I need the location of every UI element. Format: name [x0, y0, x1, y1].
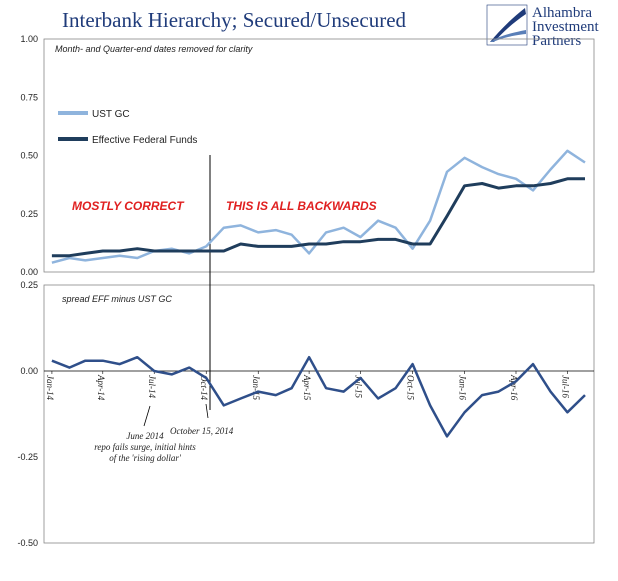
x-tick-label: Jul-14 [147, 375, 157, 398]
legend-label-eff: Effective Federal Funds [92, 135, 197, 146]
bottom-y-tick-label: -0.50 [17, 538, 38, 548]
top-y-tick-label: 0.50 [20, 151, 38, 161]
top-y-tick-label: 0.75 [20, 92, 38, 102]
top-series-group [51, 149, 586, 264]
annotation-mostly-correct: MOSTLY CORRECT [72, 199, 185, 213]
bottom-x-axis: Jan-14 Apr-14 Jul-14 Oct-14 Jan-15 Apr-15 Jul-… [45, 371, 570, 401]
chart-title: Interbank Hierarchy; Secured/Unsecured [62, 8, 407, 32]
june-2014-annotation: June 2014 repo fails surge, initial hint… [94, 405, 196, 463]
x-tick-label: Jan-16 [458, 375, 468, 400]
bottom-y-axis: 0.25 0.00 -0.25 -0.50 [17, 280, 594, 548]
x-tick-label: Jul-16 [560, 375, 570, 398]
legend-label-ust-gc: UST GC [92, 109, 130, 120]
annotation-june-line-1: June 2014 [126, 431, 164, 441]
top-note-line-1: Month- and Quarter-end dates removed for… [55, 44, 253, 54]
top-y-tick-label: 1.00 [20, 34, 38, 44]
top-y-tick-label: 0.25 [20, 209, 38, 219]
bottom-panel-frame [43, 284, 595, 544]
bottom-y-tick-label: 0.00 [20, 366, 38, 376]
bottom-note: spread EFF minus UST GC [62, 294, 172, 304]
logo-line-2: Investment [532, 19, 599, 35]
bottom-y-tick-label: 0.25 [20, 280, 38, 290]
x-tick-label: Apr-15 [302, 374, 312, 401]
annotation-october: October 15, 2014 [170, 426, 234, 436]
series-line-spread [51, 355, 586, 438]
series-line-eff [51, 177, 585, 258]
x-tick-label: Oct-15 [406, 375, 416, 400]
x-tick-label: Jan-14 [45, 375, 55, 400]
annotation-june-line-3: of the 'rising dollar' [109, 453, 182, 463]
x-tick-label: Jul-15 [354, 375, 364, 398]
top-y-tick-label: 0.00 [20, 267, 38, 277]
october-2014-annotation: October 15, 2014 [170, 403, 234, 436]
top-panel-frame [43, 38, 595, 273]
logo-line-1: Alhambra [532, 5, 592, 21]
bottom-series-group [51, 355, 586, 438]
top-y-axis: 1.00 0.75 0.50 0.25 0.00 [20, 34, 38, 277]
x-tick-label: Oct-14 [199, 375, 209, 400]
x-tick-label: Jan-15 [251, 375, 261, 400]
annotation-june-line-2: repo fails surge, initial hints [94, 442, 196, 452]
logo-line-3: Partners [532, 33, 581, 49]
annotation-all-backwards: THIS IS ALL BACKWARDS [226, 199, 377, 213]
bottom-y-tick-label: -0.25 [17, 452, 38, 462]
x-tick-label: Apr-16 [509, 374, 519, 401]
x-tick-label: Apr-14 [96, 374, 106, 401]
